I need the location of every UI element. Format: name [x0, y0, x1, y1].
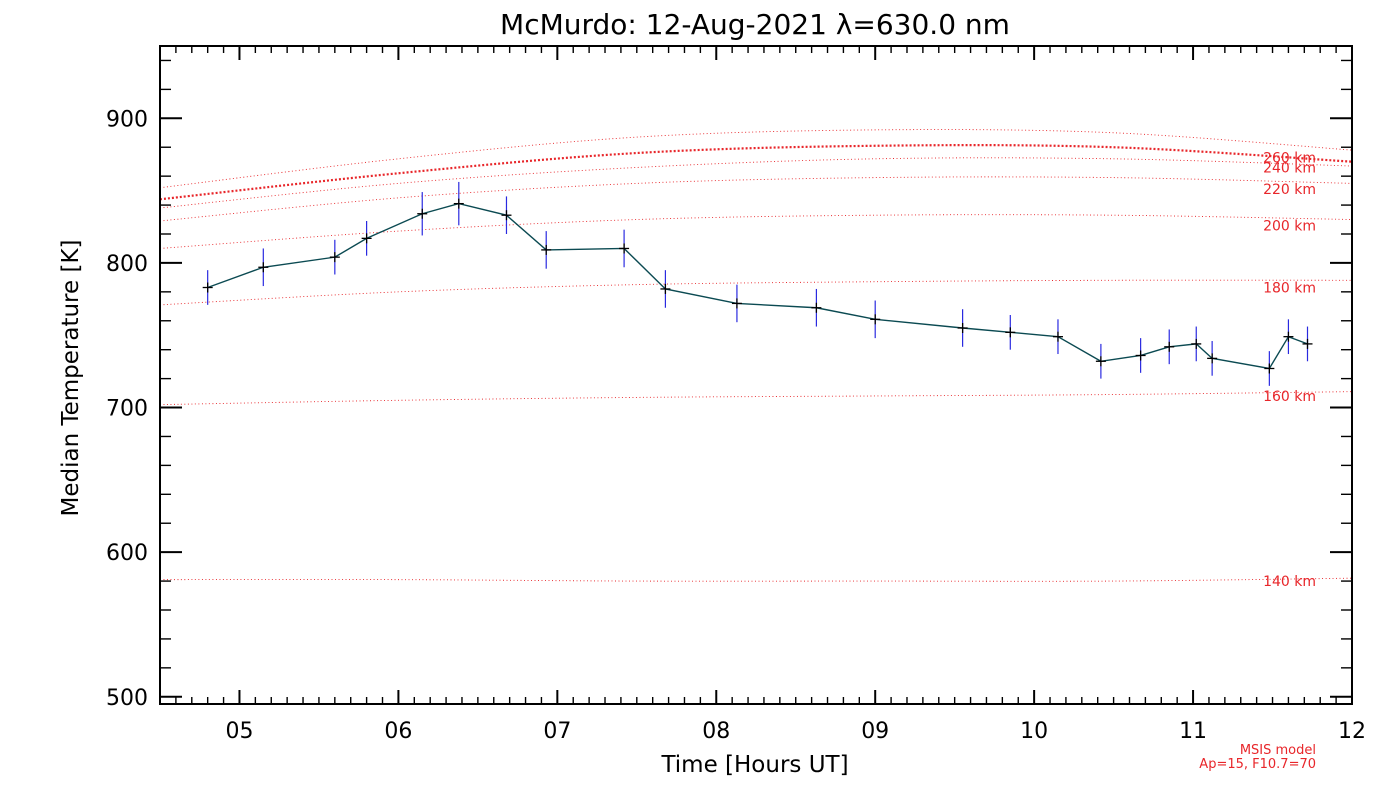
y-tick-label: 700	[106, 397, 148, 422]
y-tick-label: 900	[106, 107, 148, 132]
x-tick-label: 11	[1179, 719, 1207, 744]
axis-ticks: 05 06 07 08 09 10 11 12 500 600 700 800 900	[106, 46, 1366, 744]
x-tick-label: 09	[861, 719, 889, 744]
model-curve-260-km	[159, 129, 1353, 189]
x-tick-label: 12	[1338, 719, 1366, 744]
model-label-160-km: 160 km	[1263, 389, 1316, 405]
model-label-240-km: 240 km	[1263, 160, 1316, 176]
model-curve-200-km	[159, 214, 1353, 249]
model-curve-140-km	[159, 577, 1353, 582]
series-line	[207, 202, 1308, 370]
model-curve-250-km	[159, 144, 1353, 201]
x-axis-label: Time [Hours UT]	[660, 752, 848, 778]
model-curve-180-km	[159, 279, 1353, 306]
chart-title: McMurdo: 12-Aug-2021 λ=630.0 nm	[500, 8, 1010, 41]
model-label-200-km: 200 km	[1263, 218, 1316, 234]
y-tick-label: 800	[106, 252, 148, 277]
model-label-220-km: 220 km	[1263, 182, 1316, 198]
x-tick-label: 06	[384, 719, 412, 744]
model-label-260-km: 260 km	[1263, 150, 1316, 166]
model-note-line-1: MSIS model	[1240, 743, 1316, 758]
x-tick-label: 07	[543, 719, 571, 744]
data-series	[202, 181, 1313, 386]
y-tick-label: 600	[106, 541, 148, 566]
model-label-140-km: 140 km	[1263, 574, 1316, 590]
model-note-line-2: Ap=15, F10.7=70	[1199, 757, 1316, 772]
plot-frame	[159, 45, 1353, 705]
y-tick-label: 500	[106, 686, 148, 711]
y-axis-label: Median Temperature [K]	[58, 240, 84, 517]
x-tick-label: 08	[702, 719, 730, 744]
x-tick-label: 10	[1020, 719, 1048, 744]
model-curve-220-km	[159, 176, 1353, 222]
model-label-180-km: 180 km	[1263, 281, 1316, 297]
model-curve-160-km	[159, 391, 1353, 406]
model-curve-240-km	[159, 157, 1353, 209]
x-tick-label: 05	[225, 719, 253, 744]
